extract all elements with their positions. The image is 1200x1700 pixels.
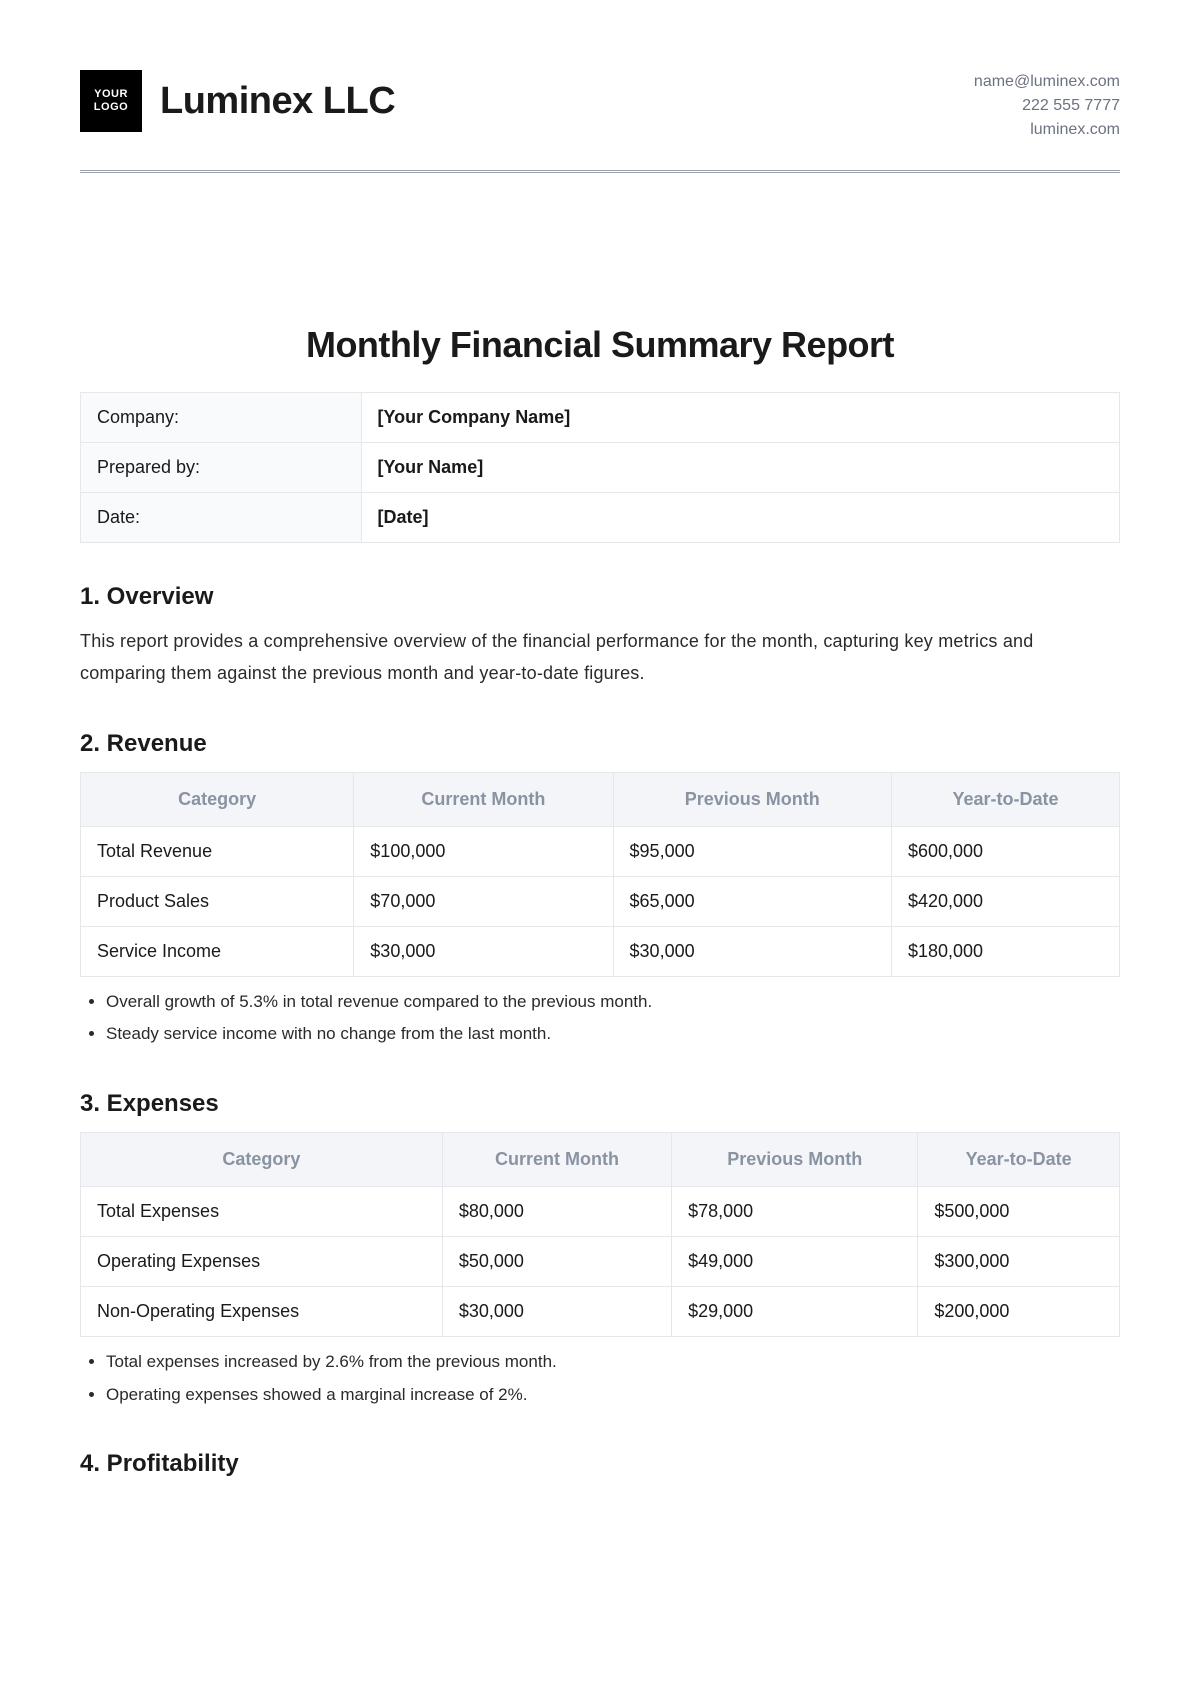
expenses-cell: $30,000 xyxy=(442,1286,671,1336)
expenses-col-0: Category xyxy=(81,1132,443,1186)
contact-web: luminex.com xyxy=(974,118,1120,142)
revenue-cell: $30,000 xyxy=(613,926,891,976)
table-row: Service Income $30,000 $30,000 $180,000 xyxy=(81,926,1120,976)
expenses-cell: $49,000 xyxy=(672,1236,918,1286)
info-row-prepared: Prepared by: [Your Name] xyxy=(81,443,1120,493)
table-row: Non-Operating Expenses $30,000 $29,000 $… xyxy=(81,1286,1120,1336)
revenue-cell: Service Income xyxy=(81,926,354,976)
header-contact: name@luminex.com 222 555 7777 luminex.co… xyxy=(974,70,1120,142)
expenses-col-3: Year-to-Date xyxy=(918,1132,1120,1186)
section-heading-expenses: 3. Expenses xyxy=(80,1090,1120,1118)
expenses-cell: Total Expenses xyxy=(81,1186,443,1236)
revenue-notes: Overall growth of 5.3% in total revenue … xyxy=(80,987,1120,1050)
info-label-company: Company: xyxy=(81,393,362,443)
logo-line2: LOGO xyxy=(94,101,128,114)
expenses-cell: $80,000 xyxy=(442,1186,671,1236)
info-row-company: Company: [Your Company Name] xyxy=(81,393,1120,443)
expenses-cell: Operating Expenses xyxy=(81,1236,443,1286)
expenses-col-1: Current Month xyxy=(442,1132,671,1186)
revenue-col-1: Current Month xyxy=(354,772,613,826)
revenue-header-row: Category Current Month Previous Month Ye… xyxy=(81,772,1120,826)
table-row: Total Expenses $80,000 $78,000 $500,000 xyxy=(81,1186,1120,1236)
table-row: Total Revenue $100,000 $95,000 $600,000 xyxy=(81,826,1120,876)
info-value-date: [Date] xyxy=(361,493,1119,543)
list-item: Total expenses increased by 2.6% from th… xyxy=(106,1347,1120,1378)
info-value-prepared: [Your Name] xyxy=(361,443,1119,493)
revenue-cell: Product Sales xyxy=(81,876,354,926)
expenses-cell: $29,000 xyxy=(672,1286,918,1336)
revenue-cell: $420,000 xyxy=(891,876,1119,926)
expenses-col-2: Previous Month xyxy=(672,1132,918,1186)
info-label-date: Date: xyxy=(81,493,362,543)
table-row: Product Sales $70,000 $65,000 $420,000 xyxy=(81,876,1120,926)
section-heading-profitability: 4. Profitability xyxy=(80,1450,1120,1478)
header-left: YOUR LOGO Luminex LLC xyxy=(80,70,395,132)
revenue-cell: $65,000 xyxy=(613,876,891,926)
expenses-cell: Non-Operating Expenses xyxy=(81,1286,443,1336)
contact-email: name@luminex.com xyxy=(974,70,1120,94)
section-heading-revenue: 2. Revenue xyxy=(80,730,1120,758)
revenue-cell: $600,000 xyxy=(891,826,1119,876)
expenses-cell: $500,000 xyxy=(918,1186,1120,1236)
list-item: Overall growth of 5.3% in total revenue … xyxy=(106,987,1120,1018)
header-divider xyxy=(80,170,1120,174)
info-table: Company: [Your Company Name] Prepared by… xyxy=(80,392,1120,543)
contact-phone: 222 555 7777 xyxy=(974,94,1120,118)
overview-body: This report provides a comprehensive ove… xyxy=(80,625,1120,690)
info-value-company: [Your Company Name] xyxy=(361,393,1119,443)
list-item: Steady service income with no change fro… xyxy=(106,1019,1120,1050)
title-block: Monthly Financial Summary Report xyxy=(80,324,1120,366)
revenue-col-3: Year-to-Date xyxy=(891,772,1119,826)
revenue-cell: Total Revenue xyxy=(81,826,354,876)
logo-line1: YOUR xyxy=(94,88,128,101)
expenses-cell: $50,000 xyxy=(442,1236,671,1286)
expenses-notes: Total expenses increased by 2.6% from th… xyxy=(80,1347,1120,1410)
table-row: Operating Expenses $50,000 $49,000 $300,… xyxy=(81,1236,1120,1286)
revenue-col-0: Category xyxy=(81,772,354,826)
expenses-cell: $300,000 xyxy=(918,1236,1120,1286)
expenses-header-row: Category Current Month Previous Month Ye… xyxy=(81,1132,1120,1186)
revenue-cell: $30,000 xyxy=(354,926,613,976)
report-title: Monthly Financial Summary Report xyxy=(80,324,1120,366)
revenue-cell: $180,000 xyxy=(891,926,1119,976)
expenses-table: Category Current Month Previous Month Ye… xyxy=(80,1132,1120,1337)
expenses-cell: $78,000 xyxy=(672,1186,918,1236)
info-row-date: Date: [Date] xyxy=(81,493,1120,543)
info-label-prepared: Prepared by: xyxy=(81,443,362,493)
revenue-cell: $70,000 xyxy=(354,876,613,926)
logo-placeholder: YOUR LOGO xyxy=(80,70,142,132)
revenue-cell: $95,000 xyxy=(613,826,891,876)
revenue-table: Category Current Month Previous Month Ye… xyxy=(80,772,1120,977)
company-name: Luminex LLC xyxy=(160,80,395,123)
revenue-cell: $100,000 xyxy=(354,826,613,876)
page-header: YOUR LOGO Luminex LLC name@luminex.com 2… xyxy=(80,70,1120,142)
revenue-col-2: Previous Month xyxy=(613,772,891,826)
section-heading-overview: 1. Overview xyxy=(80,583,1120,611)
expenses-cell: $200,000 xyxy=(918,1286,1120,1336)
list-item: Operating expenses showed a marginal inc… xyxy=(106,1380,1120,1411)
